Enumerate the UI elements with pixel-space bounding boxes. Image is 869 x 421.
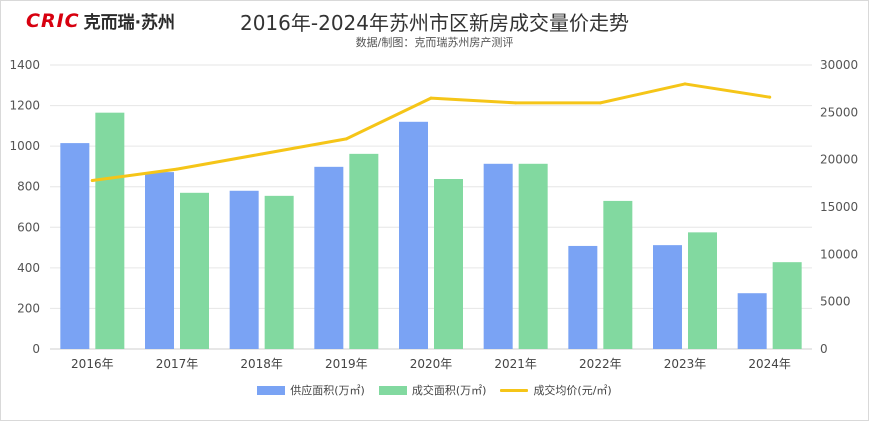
x-tick-label: 2021年	[494, 357, 537, 371]
y-left-tick-label: 1000	[9, 139, 40, 153]
y-right-tick-label: 25000	[820, 105, 858, 119]
y-left-tick-label: 400	[17, 261, 40, 275]
bar-supply	[483, 163, 513, 349]
y-left-tick-label: 1400	[9, 58, 40, 72]
legend-swatch-supply	[257, 385, 286, 395]
y-left-tick-label: 600	[17, 220, 40, 234]
bar-supply	[568, 245, 598, 349]
bar-deal-area	[95, 112, 125, 350]
x-tick-label: 2017年	[156, 357, 199, 371]
legend-item-deal-area: 成交面积(万㎡)	[378, 382, 487, 398]
bar-deal-area	[349, 153, 379, 349]
point-avg-price	[514, 101, 518, 105]
brand-logo: CRIC 克而瑞·苏州	[26, 8, 176, 34]
y-right-tick-label: 20000	[820, 153, 858, 167]
y-left-tick-label: 1200	[9, 99, 40, 113]
legend-label-avg-price: 成交均价(元/㎡)	[533, 384, 612, 397]
bar-deal-area	[518, 163, 548, 349]
point-avg-price	[768, 95, 772, 99]
y-left-tick-label: 800	[17, 180, 40, 194]
bar-supply	[737, 293, 767, 349]
legend-label-supply: 供应面积(万㎡)	[290, 384, 365, 397]
point-avg-price	[260, 152, 264, 156]
legend-label-deal-area: 成交面积(万㎡)	[411, 384, 487, 397]
bar-supply	[60, 143, 90, 349]
bar-supply	[653, 245, 682, 349]
bar-deal-area	[688, 232, 717, 349]
legend-item-supply: 供应面积(万㎡)	[257, 382, 365, 398]
point-avg-price	[175, 167, 179, 171]
bar-supply	[145, 172, 174, 349]
y-left-tick-label: 0	[32, 342, 40, 356]
logo-text: 克而瑞·苏州	[83, 13, 176, 33]
chart-subtitle: 数据/制图：克而瑞苏州房产测评	[355, 36, 514, 49]
bar-deal-area	[180, 192, 209, 349]
bar-supply	[229, 190, 259, 349]
x-tick-label: 2016年	[71, 357, 114, 371]
y-right-tick-label: 30000	[820, 58, 858, 72]
bar-deal-area	[264, 195, 294, 349]
bar-deal-area	[434, 179, 463, 349]
legend-swatch-deal-area	[378, 385, 407, 395]
bar-deal-area	[603, 200, 633, 349]
x-tick-label: 2018年	[240, 357, 283, 371]
legend-swatch-avg-price	[500, 388, 529, 392]
x-tick-label: 2022年	[579, 357, 622, 371]
y-right-tick-label: 5000	[820, 295, 851, 309]
chart-legend: 供应面积(万㎡) 成交面积(万㎡) 成交均价(元/㎡)	[0, 382, 869, 398]
point-avg-price	[683, 82, 687, 86]
point-avg-price	[344, 137, 348, 141]
legend-item-avg-price: 成交均价(元/㎡)	[500, 382, 612, 398]
x-tick-label: 2023年	[664, 357, 707, 371]
point-avg-price	[598, 101, 602, 105]
bar-supply	[399, 121, 428, 349]
logo-mark: CRIC	[26, 9, 80, 32]
bar-deal-area	[772, 262, 802, 349]
y-right-tick-label: 0	[820, 342, 828, 356]
y-right-tick-label: 10000	[820, 247, 858, 261]
y-left-tick-label: 200	[17, 301, 40, 315]
bar-supply	[314, 166, 344, 349]
point-avg-price	[90, 178, 94, 182]
chart-title: 2016年-2024年苏州市区新房成交量价走势	[239, 11, 629, 35]
x-tick-label: 2019年	[325, 357, 368, 371]
y-right-tick-label: 15000	[820, 200, 858, 214]
point-avg-price	[429, 96, 433, 100]
x-tick-label: 2020年	[410, 357, 453, 371]
x-tick-label: 2024年	[748, 357, 791, 371]
